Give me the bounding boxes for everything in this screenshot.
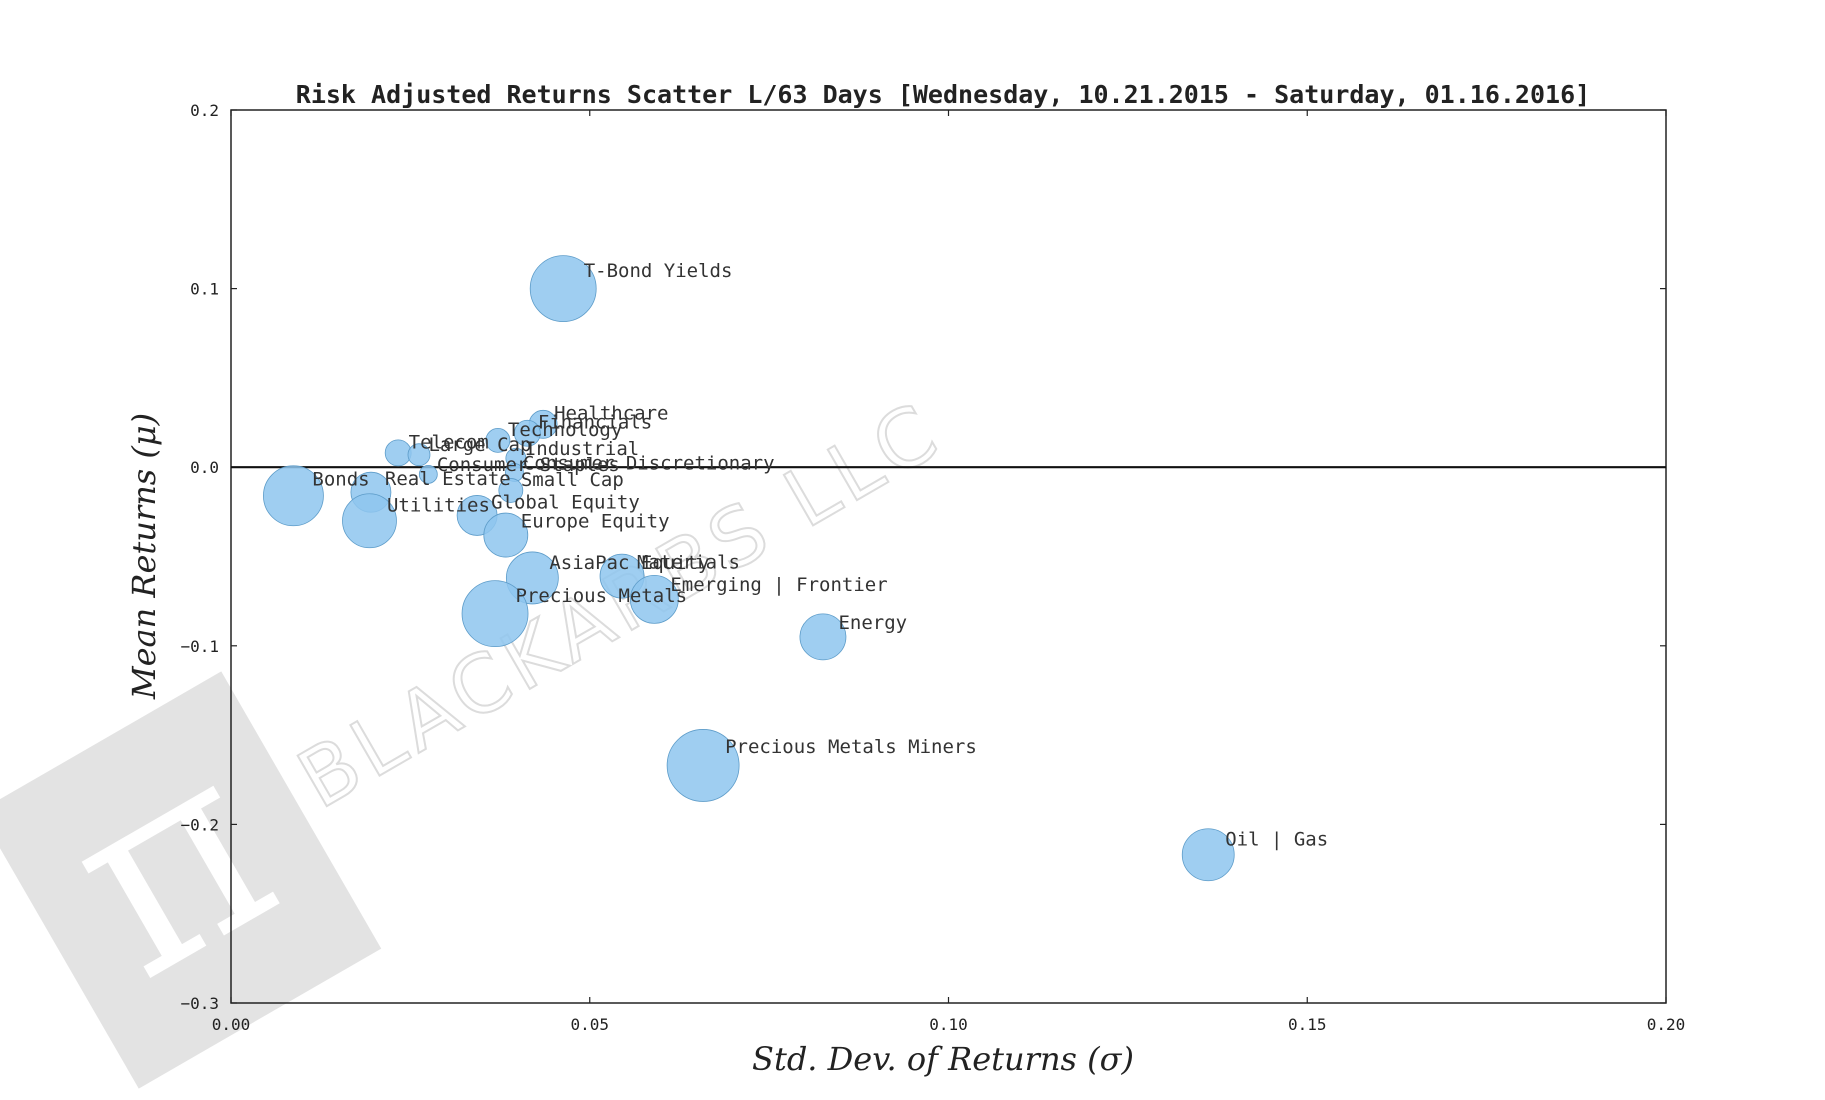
y-axis-label: Mean Returns (μ) (125, 413, 163, 700)
point-label: Real Estate (385, 468, 511, 490)
point-label: AsiaPac Equity (549, 552, 709, 574)
data-point (529, 255, 597, 323)
point-label: Energy (838, 612, 907, 634)
point-label: Telecom (409, 431, 489, 453)
y-tick-label: −0.1 (180, 637, 219, 656)
data-point (483, 512, 529, 558)
y-tick-label: −0.3 (180, 994, 219, 1013)
point-label: Global Equity (491, 491, 640, 513)
axes: 0.00 0.05 0.10 0.15 0.20 0.2 0.1 0.0 −0.1 −0.2 −0.… (180, 101, 1685, 1034)
data-point (461, 580, 529, 648)
point-labels-layer: T-Bond Yields HealthcareFinancialsTechnol… (312, 260, 1328, 851)
data-point (263, 465, 324, 527)
point-label: Precious Metals Miners (725, 736, 977, 758)
point-label: Utilities (387, 494, 490, 516)
data-point (498, 478, 524, 503)
y-tick-label: 0.1 (190, 280, 219, 299)
data-point (407, 443, 431, 467)
data-point (599, 553, 645, 599)
data-point (485, 428, 511, 453)
chart-title: Risk Adjusted Returns Scatter L/63 Days … (296, 80, 1590, 109)
x-tick-label: 0.15 (1288, 1015, 1327, 1034)
data-point (384, 439, 412, 467)
point-label: Large Cap (428, 434, 531, 456)
data-point (666, 729, 740, 802)
data-point (513, 419, 541, 447)
y-tick-label: −0.2 (180, 815, 219, 834)
y-tick-label: 0.2 (190, 101, 219, 120)
point-label: Oil | Gas (1225, 829, 1328, 851)
point-label: Europe Equity (521, 510, 670, 532)
point-label: Bonds (312, 468, 369, 490)
data-point (1181, 828, 1235, 882)
point-label: Consumer Discretionary (523, 452, 775, 474)
point-label: Consumer Staples (437, 454, 620, 476)
point-label: Small Cap (521, 469, 624, 491)
plot-frame (230, 109, 1667, 1004)
point-label: Emerging | Frontier (670, 574, 887, 596)
x-axis-label: Std. Dev. of Returns (σ) (752, 1040, 1134, 1078)
x-tick-label: 0.10 (929, 1015, 968, 1034)
point-label: Precious Metals (516, 585, 688, 607)
point-label: Technology (508, 419, 622, 441)
point-label: T-Bond Yields (584, 260, 733, 282)
data-point (799, 613, 847, 661)
x-tick-label: 0.20 (1647, 1015, 1686, 1034)
point-label: Financials (538, 412, 652, 434)
data-point (629, 574, 679, 624)
y-tick-label: 0.0 (190, 458, 219, 477)
point-label: Industrial (525, 438, 639, 460)
data-point (418, 464, 438, 484)
points-layer (263, 255, 1235, 882)
x-tick-label: 0.00 (212, 1015, 251, 1034)
point-label: Healthcare (554, 402, 668, 424)
data-point (342, 493, 397, 549)
point-label: Materials (637, 551, 740, 573)
x-tick-label: 0.05 (570, 1015, 609, 1034)
